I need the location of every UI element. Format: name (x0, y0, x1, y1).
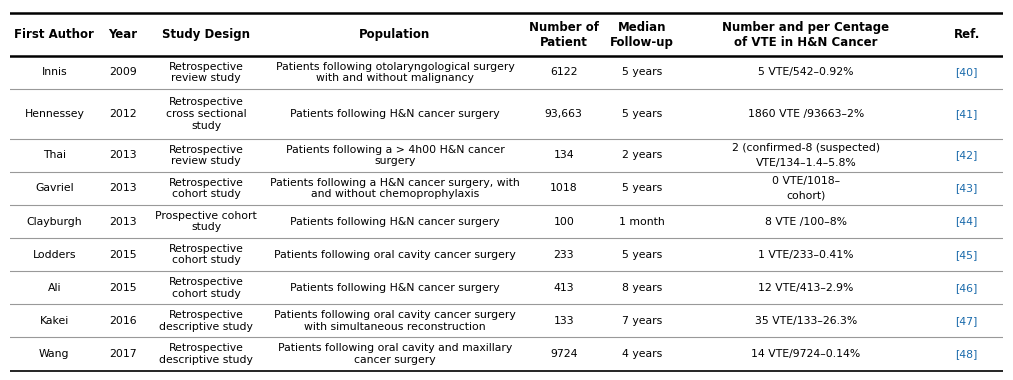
Text: Retrospective
descriptive study: Retrospective descriptive study (159, 343, 253, 365)
Text: 133: 133 (553, 316, 574, 326)
Text: Median
Follow-up: Median Follow-up (610, 21, 674, 49)
Text: Population: Population (360, 28, 431, 41)
Text: Retrospective
review study: Retrospective review study (168, 62, 243, 83)
Text: 2012: 2012 (108, 109, 137, 119)
Text: 233: 233 (553, 250, 574, 260)
Text: 0 VTE/1018–: 0 VTE/1018– (772, 176, 840, 186)
Text: Year: Year (108, 28, 137, 41)
Text: [45]: [45] (955, 250, 978, 260)
Text: 100: 100 (553, 217, 574, 226)
Text: Hennessey: Hennessey (24, 109, 84, 119)
Text: 4 years: 4 years (622, 349, 663, 359)
Text: 1860 VTE /93663–2%: 1860 VTE /93663–2% (748, 109, 864, 119)
Text: 2017: 2017 (108, 349, 137, 359)
Text: 8 years: 8 years (622, 283, 663, 293)
Text: 6122: 6122 (550, 68, 577, 78)
Text: 2015: 2015 (108, 283, 137, 293)
Text: Ali: Ali (48, 283, 61, 293)
Text: [44]: [44] (955, 217, 978, 226)
Text: 8 VTE /100–8%: 8 VTE /100–8% (765, 217, 847, 226)
Text: Patients following a H&N cancer surgery, with
and without chemoprophylaxis: Patients following a H&N cancer surgery,… (270, 177, 520, 199)
Text: 2016: 2016 (108, 316, 137, 326)
Text: 2 years: 2 years (622, 150, 663, 160)
Text: Ref.: Ref. (953, 28, 980, 41)
Text: Retrospective
cohort study: Retrospective cohort study (168, 177, 243, 199)
Text: Patients following otolaryngological surgery
with and without malignancy: Patients following otolaryngological sur… (276, 62, 515, 83)
Text: 1 month: 1 month (619, 217, 665, 226)
Text: 2015: 2015 (108, 250, 137, 260)
Text: cohort): cohort) (786, 191, 826, 201)
Text: [42]: [42] (955, 150, 978, 160)
Text: Prospective cohort
study: Prospective cohort study (155, 211, 257, 232)
Text: Patients following H&N cancer surgery: Patients following H&N cancer surgery (290, 109, 499, 119)
Text: 5 years: 5 years (622, 250, 663, 260)
Text: 2013: 2013 (108, 184, 137, 193)
Text: Kakei: Kakei (40, 316, 69, 326)
Text: Patients following H&N cancer surgery: Patients following H&N cancer surgery (290, 217, 499, 226)
Text: Retrospective
cohort study: Retrospective cohort study (168, 277, 243, 299)
Text: 2013: 2013 (108, 150, 137, 160)
Text: Patients following oral cavity cancer surgery
with simultaneous reconstruction: Patients following oral cavity cancer su… (275, 310, 516, 332)
Text: Study Design: Study Design (162, 28, 250, 41)
Text: 1018: 1018 (550, 184, 577, 193)
Text: 5 years: 5 years (622, 68, 663, 78)
Text: 2009: 2009 (108, 68, 137, 78)
Text: Gavriel: Gavriel (35, 184, 74, 193)
Text: 12 VTE/413–2.9%: 12 VTE/413–2.9% (759, 283, 854, 293)
Text: Patients following oral cavity and maxillary
cancer surgery: Patients following oral cavity and maxil… (278, 343, 513, 365)
Text: [47]: [47] (955, 316, 978, 326)
Text: Wang: Wang (40, 349, 70, 359)
Text: Retrospective
review study: Retrospective review study (168, 144, 243, 166)
Text: Lodders: Lodders (32, 250, 76, 260)
Text: 1 VTE/233–0.41%: 1 VTE/233–0.41% (758, 250, 854, 260)
Text: [43]: [43] (955, 184, 978, 193)
Text: Retrospective
cross sectional
study: Retrospective cross sectional study (166, 97, 246, 130)
Text: 35 VTE/133–26.3%: 35 VTE/133–26.3% (755, 316, 857, 326)
Text: Patients following H&N cancer surgery: Patients following H&N cancer surgery (290, 283, 499, 293)
Text: [40]: [40] (955, 68, 978, 78)
Text: 5 years: 5 years (622, 109, 663, 119)
Text: First Author: First Author (14, 28, 94, 41)
Text: 134: 134 (553, 150, 574, 160)
Text: 9724: 9724 (550, 349, 577, 359)
Text: Clayburgh: Clayburgh (26, 217, 82, 226)
Text: [48]: [48] (955, 349, 978, 359)
Text: [41]: [41] (955, 109, 978, 119)
Text: Number of
Patient: Number of Patient (529, 21, 599, 49)
Text: 413: 413 (553, 283, 574, 293)
Text: [46]: [46] (955, 283, 978, 293)
Text: Retrospective
cohort study: Retrospective cohort study (168, 244, 243, 266)
Text: 5 VTE/542–0.92%: 5 VTE/542–0.92% (758, 68, 854, 78)
Text: Number and per Centage
of VTE in H&N Cancer: Number and per Centage of VTE in H&N Can… (722, 21, 889, 49)
Text: Patients following a > 4h00 H&N cancer
surgery: Patients following a > 4h00 H&N cancer s… (286, 144, 504, 166)
Text: 5 years: 5 years (622, 184, 663, 193)
Text: 14 VTE/9724–0.14%: 14 VTE/9724–0.14% (752, 349, 861, 359)
Text: Retrospective
descriptive study: Retrospective descriptive study (159, 310, 253, 332)
Text: 2013: 2013 (108, 217, 137, 226)
Text: Innis: Innis (42, 68, 67, 78)
Text: Thai: Thai (43, 150, 66, 160)
Text: 93,663: 93,663 (545, 109, 582, 119)
Text: Patients following oral cavity cancer surgery: Patients following oral cavity cancer su… (275, 250, 516, 260)
Text: 2 (confirmed-8 (suspected): 2 (confirmed-8 (suspected) (731, 143, 880, 153)
Text: 7 years: 7 years (622, 316, 663, 326)
Text: VTE/134–1.4–5.8%: VTE/134–1.4–5.8% (756, 158, 856, 168)
